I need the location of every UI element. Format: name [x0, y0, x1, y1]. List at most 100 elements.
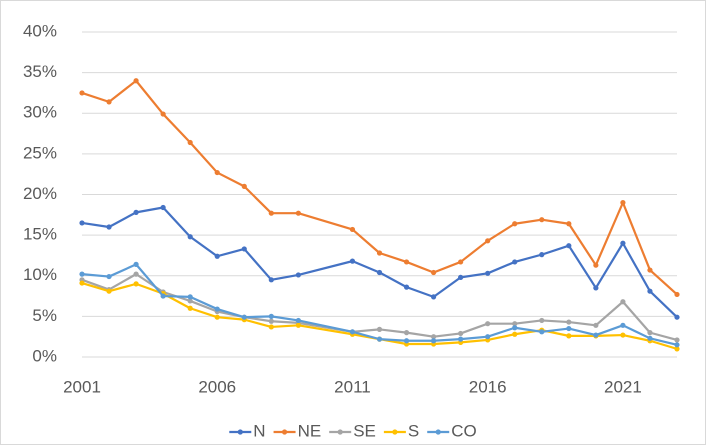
legend-marker — [337, 429, 343, 435]
data-point — [214, 253, 220, 259]
legend-label: SE — [353, 421, 376, 440]
data-point — [647, 288, 653, 294]
data-point — [106, 99, 112, 105]
x-tick-label: 2006 — [198, 377, 236, 396]
data-point — [133, 271, 139, 277]
y-tick-label: 20% — [23, 184, 57, 203]
data-point — [566, 319, 572, 325]
data-point — [647, 330, 653, 336]
data-point — [620, 200, 626, 206]
data-point — [512, 325, 518, 331]
data-point — [295, 322, 301, 328]
data-point — [214, 314, 220, 320]
data-point — [539, 329, 545, 335]
data-point — [458, 274, 464, 280]
legend-marker — [435, 429, 441, 435]
series-line — [81, 282, 678, 350]
data-point — [566, 325, 572, 332]
data-point — [349, 258, 356, 264]
data-point — [376, 250, 383, 256]
data-point — [268, 318, 274, 324]
data-point — [187, 294, 193, 300]
data-point — [268, 277, 274, 283]
data-point — [485, 334, 491, 340]
data-point — [241, 314, 247, 320]
y-tick-label: 5% — [32, 306, 57, 325]
data-point — [647, 335, 653, 341]
legend-label: CO — [451, 421, 477, 440]
legend-marker — [392, 429, 398, 435]
y-tick-label: 10% — [23, 265, 57, 284]
data-point — [674, 346, 680, 352]
data-point — [241, 183, 247, 189]
series-line — [81, 79, 678, 296]
data-point — [620, 299, 626, 305]
data-point — [79, 280, 85, 286]
data-point — [349, 329, 356, 335]
data-point — [593, 262, 599, 268]
data-point — [620, 332, 626, 338]
data-point — [214, 306, 220, 312]
data-point — [160, 204, 166, 211]
data-point — [376, 269, 383, 276]
data-point — [539, 252, 545, 258]
data-point — [79, 90, 85, 96]
data-point — [674, 342, 680, 348]
data-point — [458, 330, 464, 337]
legend-label: S — [408, 421, 419, 440]
legend-label: N — [253, 421, 265, 440]
legend-marker — [281, 429, 288, 435]
data-point — [593, 285, 599, 291]
data-point — [458, 336, 464, 342]
y-tick-label: 0% — [32, 346, 57, 365]
x-tick-label: 2021 — [604, 377, 642, 396]
data-point — [647, 267, 653, 273]
data-point — [458, 259, 464, 265]
data-point — [539, 317, 545, 324]
data-point — [403, 338, 410, 344]
legend-label: NE — [298, 421, 322, 440]
data-point — [268, 313, 274, 319]
data-point — [160, 111, 166, 117]
data-point — [133, 78, 139, 84]
data-point — [512, 221, 518, 227]
data-point — [674, 337, 680, 343]
data-point — [620, 322, 626, 328]
data-point — [106, 273, 112, 280]
data-point — [430, 269, 437, 276]
data-point — [187, 139, 193, 146]
series-line — [81, 206, 678, 318]
x-tick-label: 2001 — [63, 377, 101, 396]
y-tick-label: 40% — [23, 21, 57, 40]
y-tick-label: 15% — [23, 225, 57, 244]
data-point — [268, 324, 274, 330]
data-point — [512, 331, 518, 337]
data-point — [295, 272, 301, 278]
data-point — [187, 298, 193, 304]
data-point — [376, 336, 383, 342]
data-point — [160, 293, 166, 299]
data-point — [106, 288, 112, 294]
data-point — [566, 221, 572, 227]
data-point — [106, 224, 112, 230]
data-point — [187, 234, 193, 240]
y-tick-label: 25% — [23, 143, 57, 162]
data-point — [430, 294, 437, 300]
data-point — [295, 317, 301, 324]
data-point — [187, 305, 193, 311]
data-point — [620, 240, 626, 246]
data-point — [512, 321, 518, 327]
data-point — [376, 326, 383, 332]
data-point — [79, 271, 85, 277]
y-tick-label: 30% — [23, 103, 57, 122]
data-point — [349, 226, 356, 233]
data-point — [133, 209, 139, 215]
legend-marker — [237, 429, 243, 435]
data-point — [295, 210, 301, 216]
data-point — [403, 284, 410, 290]
y-tick-label: 35% — [23, 62, 57, 81]
data-point — [485, 238, 491, 244]
data-point — [512, 259, 518, 265]
data-point — [268, 210, 274, 216]
